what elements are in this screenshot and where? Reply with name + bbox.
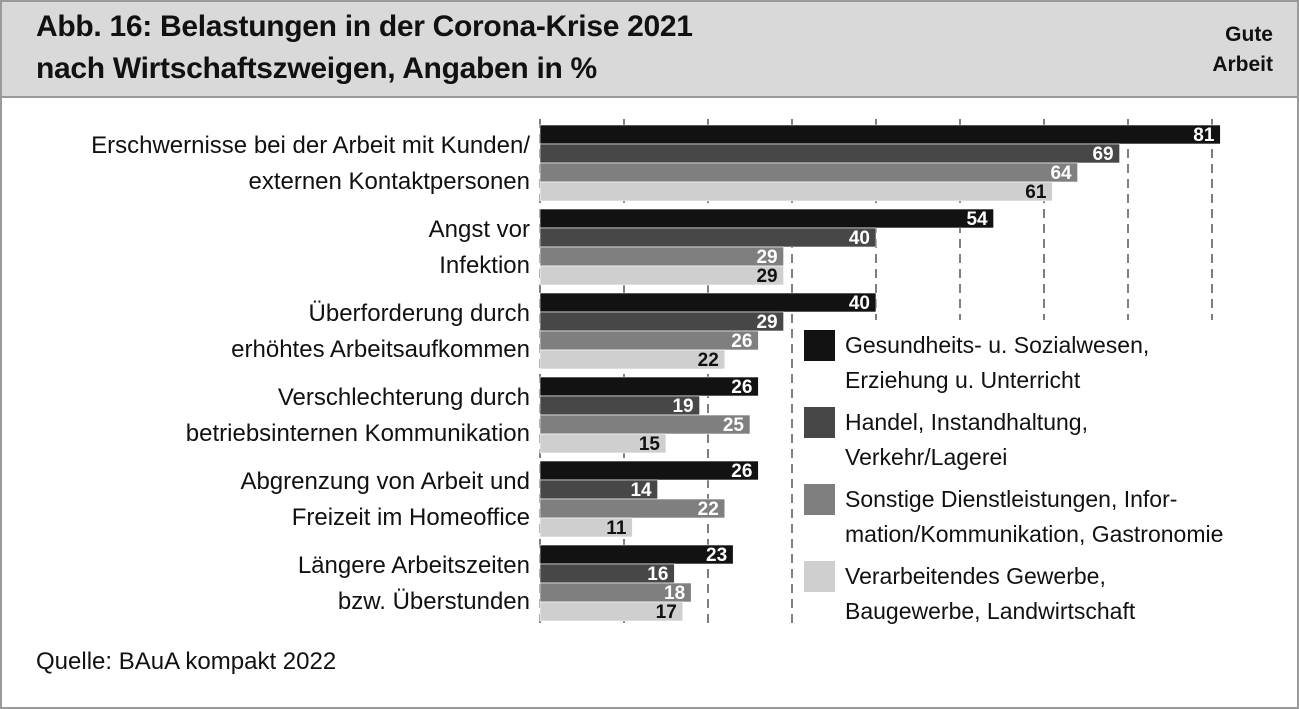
data-label-3-2: 25 <box>723 415 745 436</box>
legend-label-2-1: mation/Kommunikation, Gastronomie <box>845 521 1223 547</box>
bar-0-3 <box>539 181 1053 202</box>
brand-line-2: Arbeit <box>1212 53 1273 76</box>
category-label-3-1: betriebsinternen Kommunikation <box>186 420 530 447</box>
data-label-1-1: 40 <box>849 228 870 249</box>
bar-3-2 <box>539 414 751 435</box>
data-label-2-2: 26 <box>731 331 752 352</box>
data-label-1-3: 29 <box>756 266 777 287</box>
figure-title: Abb. 16: Belastungen in der Corona-Krise… <box>36 6 693 90</box>
category-label-4-1: Freizeit im Homeoffice <box>292 504 530 531</box>
category-label-2-1: erhöhtes Arbeitsaufkommen <box>231 336 530 363</box>
bar-5-0 <box>539 544 734 565</box>
bar-2-0 <box>539 292 877 313</box>
bar-3-0 <box>539 376 759 397</box>
category-label-5-1: bzw. Überstunden <box>338 588 530 615</box>
data-label-4-1: 14 <box>630 480 652 501</box>
bar-3-3 <box>539 433 667 454</box>
data-label-2-3: 22 <box>698 350 719 371</box>
title-line-1: Abb. 16: Belastungen in der Corona-Krise… <box>36 10 693 43</box>
data-label-5-3: 17 <box>656 602 677 623</box>
legend-label-3-0: Verarbeitendes Gewerbe, <box>845 563 1106 589</box>
bar-2-2 <box>539 330 759 351</box>
data-label-3-3: 15 <box>639 434 661 455</box>
legend-swatch-0 <box>804 330 835 361</box>
legend-swatch-1 <box>804 407 835 438</box>
legend-label-0-1: Erziehung u. Unterricht <box>845 367 1081 393</box>
data-label-4-3: 11 <box>606 518 627 539</box>
legend-label-0-0: Gesundheits- u. Sozialwesen, <box>845 332 1149 358</box>
data-label-0-3: 61 <box>1025 182 1047 203</box>
title-line-2: nach Wirtschaftszweigen, Angaben in % <box>36 52 597 85</box>
data-label-0-1: 69 <box>1092 144 1113 165</box>
bar-2-3 <box>539 349 726 370</box>
data-label-2-1: 29 <box>756 312 777 333</box>
data-label-1-2: 29 <box>756 247 777 268</box>
bar-4-0 <box>539 460 759 481</box>
category-label-1-1: Infektion <box>439 252 530 279</box>
bar-1-2 <box>539 246 784 267</box>
category-label-5-0: Längere Arbeitszeiten <box>298 552 530 579</box>
bar-2-1 <box>539 311 784 332</box>
data-label-1-0: 54 <box>966 209 988 230</box>
bar-4-3 <box>539 517 633 538</box>
data-label-4-2: 22 <box>698 499 719 520</box>
legend-label-2-0: Sonstige Dienstleistungen, Infor- <box>845 486 1177 512</box>
bar-1-3 <box>539 265 784 286</box>
legend-swatch-3 <box>804 561 835 592</box>
legend-swatch-2 <box>804 484 835 515</box>
brand-line-1: Gute <box>1225 23 1273 46</box>
legend-label-1-0: Handel, Instandhaltung, <box>845 409 1088 435</box>
legend-label-1-1: Verkehr/Lagerei <box>845 444 1007 470</box>
category-label-1-0: Angst vor <box>429 216 530 243</box>
category-label-4-0: Abgrenzung von Arbeit und <box>240 468 530 495</box>
legend-background <box>794 320 1289 630</box>
source-note: Quelle: BAuA kompakt 2022 <box>36 648 337 675</box>
bar-1-0 <box>539 208 994 229</box>
data-label-5-0: 23 <box>706 545 727 566</box>
data-label-3-1: 19 <box>672 396 693 417</box>
data-label-0-2: 64 <box>1050 163 1072 184</box>
legend-label-3-1: Baugewerbe, Landwirtschaft <box>845 598 1136 624</box>
figure-header: Abb. 16: Belastungen in der Corona-Krise… <box>2 2 1297 98</box>
category-label-3-0: Verschlechterung durch <box>278 384 530 411</box>
data-label-0-0: 81 <box>1193 125 1215 146</box>
category-label-0-0: Erschwernisse bei der Arbeit mit Kunden/ <box>91 132 530 159</box>
data-label-4-0: 26 <box>731 461 752 482</box>
data-label-2-0: 40 <box>849 293 870 314</box>
data-label-5-2: 18 <box>664 583 685 604</box>
bar-1-1 <box>539 227 877 248</box>
category-label-0-1: externen Kontaktpersonen <box>248 168 530 195</box>
bar-0-1 <box>539 143 1120 164</box>
category-label-2-0: Überforderung durch <box>309 300 530 327</box>
data-label-5-1: 16 <box>647 564 668 585</box>
bar-5-3 <box>539 601 684 622</box>
brand-label: Gute Arbeit <box>1212 20 1273 80</box>
bar-0-0 <box>539 124 1221 145</box>
data-label-3-0: 26 <box>731 377 752 398</box>
bar-0-2 <box>539 162 1078 183</box>
